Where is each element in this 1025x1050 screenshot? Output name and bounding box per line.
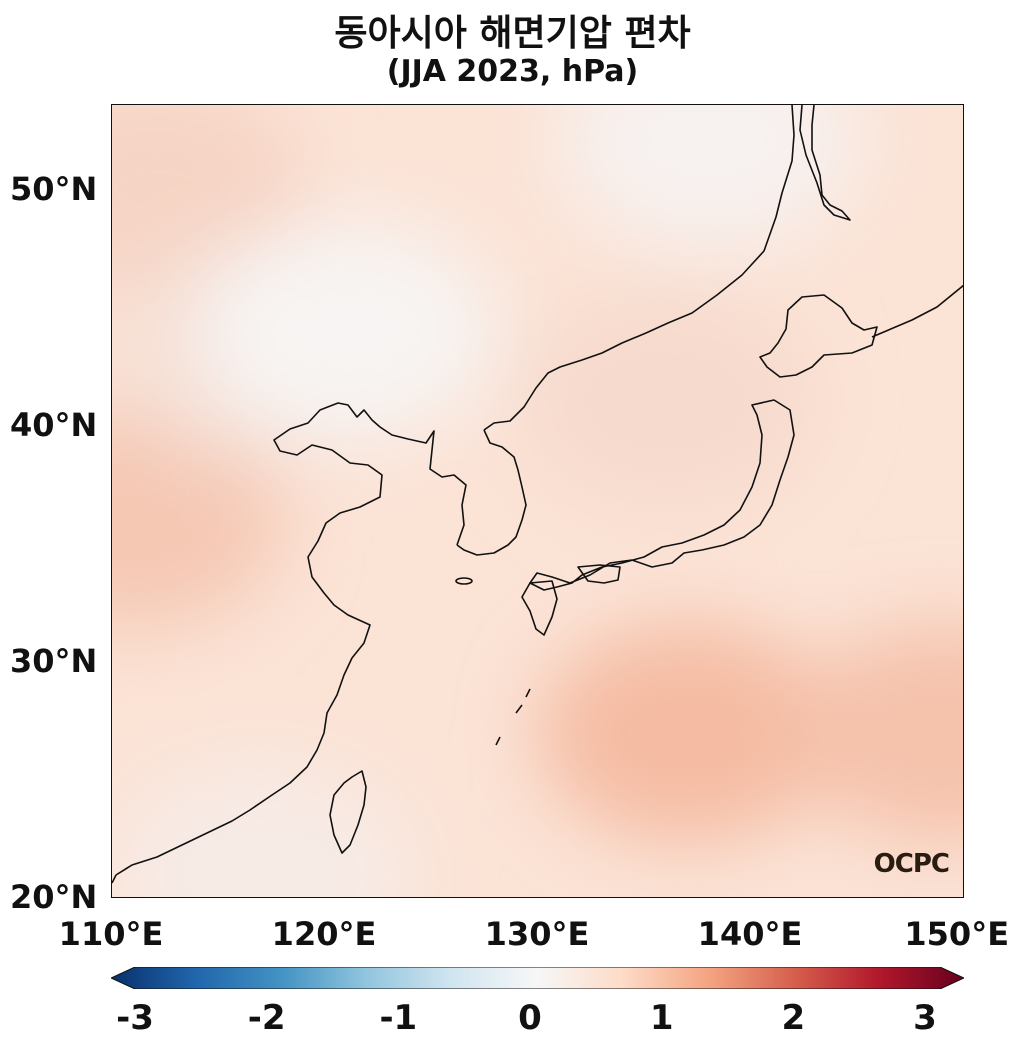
anomaly-field [112,105,963,897]
map-canvas [112,105,963,897]
coastlines [112,105,963,884]
lat-label-50: 50°N [10,170,98,208]
coast-ryukyu [495,688,531,746]
colorbar-graphic [109,966,966,990]
coast-hainan-hint [112,874,117,884]
colorbar-tick-label: -3 [116,998,154,1038]
lon-label-140: 140°E [697,915,803,953]
colorbar-tick-label: 0 [518,998,542,1038]
coast-hokkaido [759,294,878,378]
lon-label-120: 120°E [271,915,377,953]
coast-kuril [871,284,963,338]
colorbar [109,966,966,990]
coast-sakhalin [799,105,851,221]
anomaly-blob-east-pacific [793,623,963,844]
coast-korea-peninsula [456,429,527,556]
colorbar-tick-label: 1 [649,998,674,1038]
coast-jeju [455,577,473,585]
anomaly-blob-okhotsk [559,105,860,251]
lat-label-40: 40°N [10,406,98,444]
coast-honshu [529,399,795,591]
map-subtitle: (JJA 2023, hPa) [386,54,639,89]
anomaly-blob-pacific-subtropical [537,623,838,844]
coast-taiwan [329,770,367,854]
colorbar-tick-label: -1 [379,998,418,1038]
lon-label-130: 130°E [484,915,590,953]
anomaly-blob-south-china-sea [112,765,412,897]
colorbar-tick-label: 3 [913,998,937,1038]
colorbar-tick-label: 2 [781,998,806,1038]
map-panel: OCPC [111,104,964,898]
colorbar-bar [109,966,966,990]
lon-label-150: 150°E [904,915,1010,953]
map-title: 동아시아 해면기압 편차 [334,13,691,54]
coast-shikoku [577,564,621,584]
coast-china [115,402,467,876]
anomaly-blob-west-continent [112,409,284,630]
anomaly-blob-mongolia-clear [196,220,497,441]
anomaly-blob-sea-of-japan [516,291,817,512]
ocpc-logo-text: OCPC [873,849,950,879]
lon-label-110: 110°E [58,915,164,953]
colorbar-tick-label: -2 [247,998,286,1038]
coast-kyushu [521,580,558,636]
coast-korea [483,105,795,431]
lat-label-20: 20°N [10,878,98,916]
lat-label-30: 30°N [10,642,98,680]
